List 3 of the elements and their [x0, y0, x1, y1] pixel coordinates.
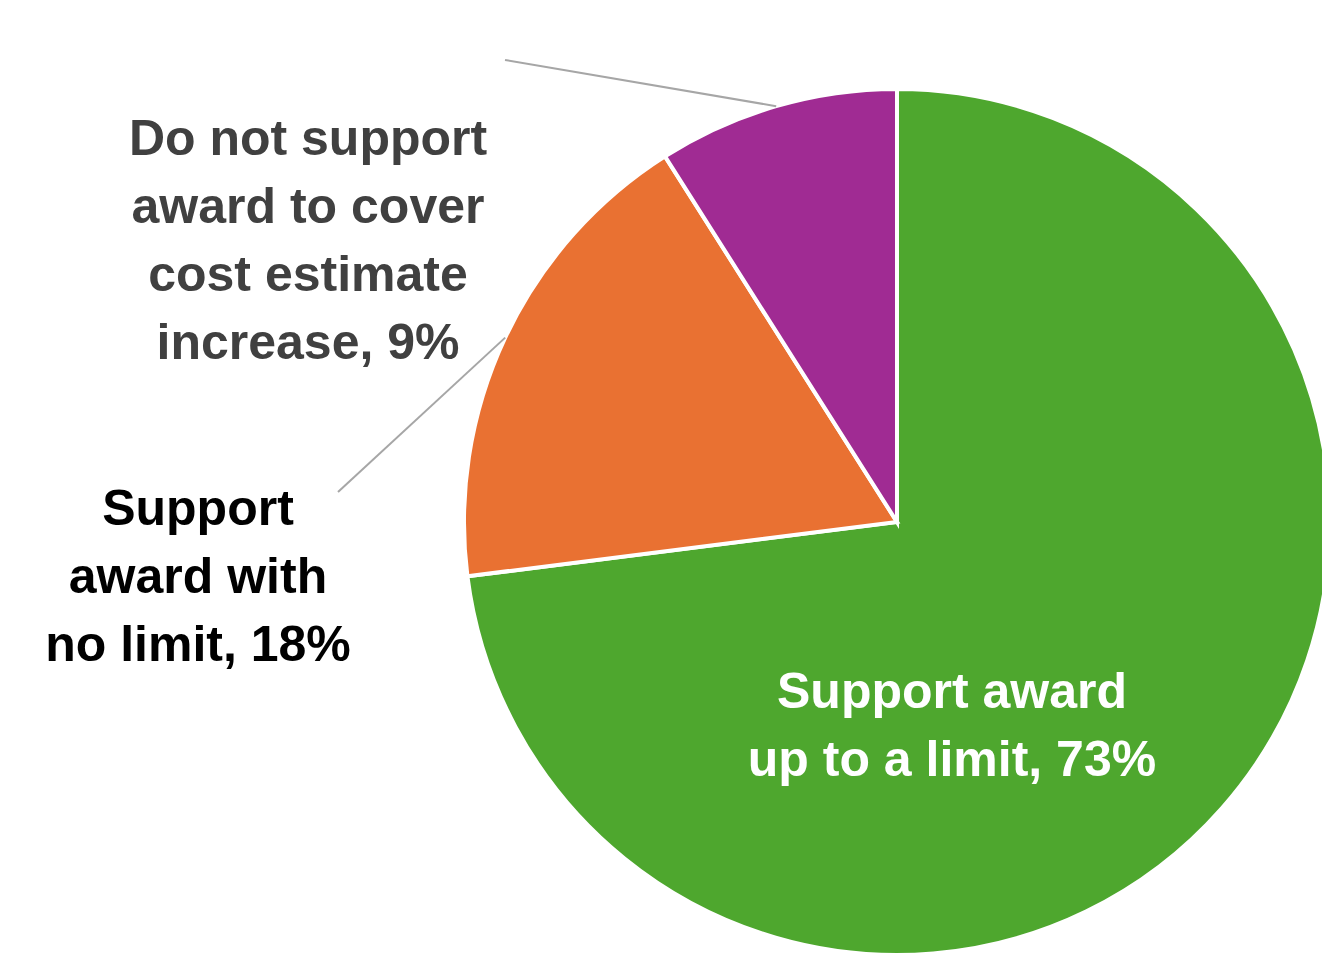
slice-label: Support award up to a limit, 73%: [747, 663, 1157, 787]
slice-label: Do not support award to cover cost estimate increase, 9%: [128, 110, 488, 370]
slice-label: Support award with no limit, 18%: [45, 480, 351, 672]
